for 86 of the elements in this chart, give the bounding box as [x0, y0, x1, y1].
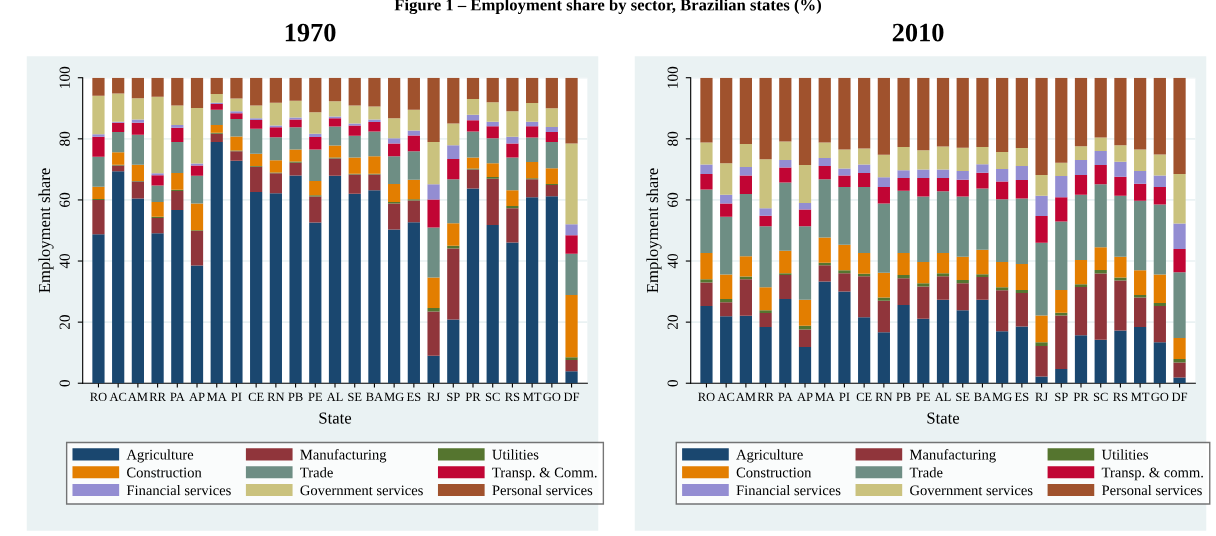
x-tick-label: MG [384, 392, 404, 402]
y-tick-label: 0 [59, 380, 70, 387]
x-tick-label: RS [1113, 392, 1128, 402]
y-tick-label: 100 [667, 66, 678, 88]
x-tick-label: CE [248, 392, 264, 402]
x-tick-label: SC [485, 392, 500, 402]
legend-label: Manufacturing [909, 449, 996, 463]
x-tick-label: AP [189, 392, 205, 401]
y-axis-title: Employment share [646, 168, 662, 293]
x-tick-label: AM [127, 392, 148, 401]
x-tick-label: SC [1093, 392, 1108, 402]
x-tick-label: DF [1171, 392, 1188, 401]
legend-label: Government services [300, 485, 423, 496]
x-tick-label: ES [1014, 392, 1029, 402]
y-tick-label: 20 [59, 315, 70, 330]
x-tick-label: RR [757, 392, 774, 401]
x-tick-label: SE [956, 392, 970, 402]
x-tick-label: AC [109, 392, 127, 402]
x-tick-label: PE [916, 392, 930, 401]
legend-label: Construction [127, 467, 202, 478]
x-tick-label: PE [308, 392, 322, 401]
x-tick-label: PA [170, 392, 185, 401]
x-tick-label: AM [735, 392, 756, 401]
x-tick-label: ES [406, 392, 421, 402]
x-tick-label: RN [875, 392, 893, 401]
legend-label: Financial services [736, 484, 841, 496]
legend-label: Government services [910, 485, 1033, 496]
x-tick-label: GO [1151, 392, 1169, 402]
y-tick-label: 40 [667, 253, 678, 269]
legend-label: Trade [909, 467, 943, 478]
y-tick-label: 20 [667, 315, 678, 330]
y-tick-label: 80 [667, 131, 678, 146]
x-axis-title: State [927, 412, 960, 424]
legend-label: Financial services [126, 484, 231, 496]
y-axis-title: Employment share [38, 168, 54, 293]
x-tick-label: RJ [427, 392, 440, 402]
legend-label: Trade [300, 467, 333, 478]
chart-title: 2010 [892, 23, 944, 42]
legend-label: Utilities [492, 449, 539, 460]
x-tick-label: RO [698, 392, 715, 402]
x-tick-label: RN [267, 392, 285, 401]
x-tick-label: PR [1073, 392, 1089, 401]
legend-label: Agriculture [126, 449, 194, 463]
x-tick-label: AP [797, 392, 813, 401]
x-tick-label: RR [149, 392, 166, 401]
x-tick-label: AL [326, 392, 343, 401]
y-tick-label: 100 [59, 66, 70, 88]
legend-label: Personal services [1101, 484, 1202, 496]
x-tick-label: PI [231, 392, 242, 401]
x-axis-title: State [319, 412, 352, 424]
legend-label: Personal services [492, 484, 593, 496]
x-tick-label: PB [288, 392, 303, 401]
legend-label: Manufacturing [300, 449, 387, 463]
legend-label: Utilities [1101, 449, 1149, 460]
x-tick-label: PI [839, 392, 850, 401]
x-tick-label: DF [563, 392, 580, 401]
x-tick-label: RO [90, 392, 107, 402]
x-tick-label: MT [1131, 392, 1150, 401]
legend-label: Construction [736, 467, 812, 478]
y-tick-label: 0 [667, 380, 678, 387]
x-tick-label: RS [505, 392, 520, 402]
x-tick-label: PB [896, 392, 911, 401]
x-tick-label: RJ [1035, 392, 1048, 402]
x-tick-label: SP [1055, 392, 1068, 402]
y-tick-label: 40 [59, 253, 70, 269]
x-tick-label: CE [856, 392, 872, 402]
x-tick-label: PA [778, 392, 793, 401]
x-tick-label: MG [992, 392, 1012, 402]
x-tick-label: GO [543, 392, 561, 402]
legend-label: Agriculture [736, 449, 803, 463]
y-tick-label: 60 [59, 192, 70, 207]
x-tick-label: BA [366, 392, 384, 401]
legend-label: Transp. & comm. [1101, 467, 1203, 481]
x-tick-label: AL [934, 392, 951, 401]
chart-title: 1970 [285, 23, 336, 42]
legend-label: Transp. & Comm. [492, 467, 597, 481]
x-tick-label: BA [974, 392, 992, 401]
x-tick-label: AC [717, 392, 735, 402]
x-tick-label: MT [523, 392, 542, 401]
y-tick-label: 80 [59, 131, 70, 146]
x-tick-label: SE [348, 392, 362, 402]
y-tick-label: 60 [667, 192, 678, 207]
x-tick-label: MA [815, 392, 835, 401]
x-tick-label: SP [447, 392, 460, 402]
x-tick-label: MA [207, 392, 227, 401]
x-tick-label: PR [465, 392, 481, 401]
